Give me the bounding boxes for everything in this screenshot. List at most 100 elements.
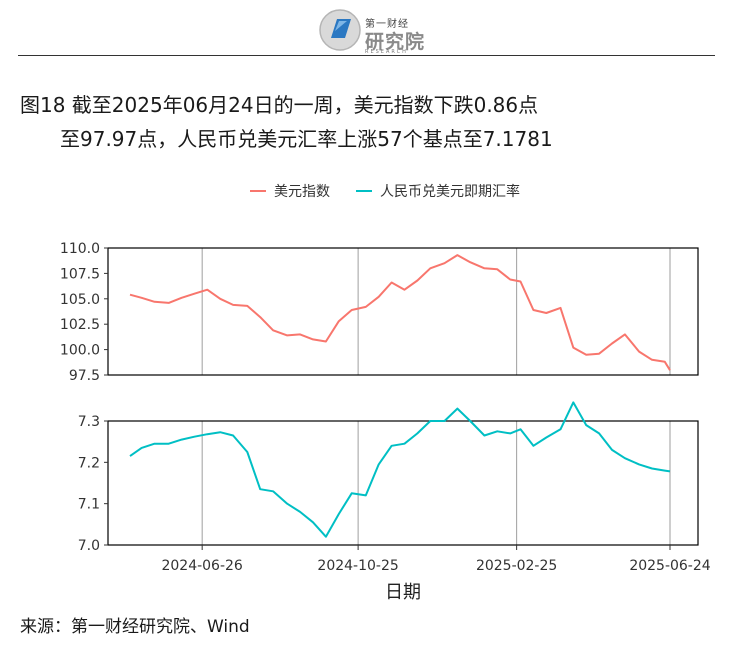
panel1-ytick-label-5: 107.5: [60, 266, 100, 282]
panel1-point-5: [181, 297, 183, 299]
panel1-point-27: [469, 261, 471, 263]
panel1-point-13: [286, 334, 288, 336]
panel2-point-1: [129, 455, 131, 457]
panel1-ytick-label-6: 110.0: [60, 241, 100, 257]
panel1-point-1: [129, 294, 131, 296]
panel1-point-35: [572, 347, 574, 349]
panel2-point-22: [404, 443, 406, 445]
panel1-point-42: [664, 361, 666, 363]
panel1-point-43: [669, 369, 671, 371]
panel2-point-15: [312, 521, 314, 523]
panel1-point-19: [365, 306, 367, 308]
panel2-point-16: [325, 536, 327, 538]
panel1-ytick-label-3: 102.5: [60, 317, 100, 333]
panel2-point-7: [206, 433, 208, 435]
panel1-ytick-label-2: 100.0: [60, 343, 100, 359]
panel2-point-29: [496, 430, 498, 432]
chart-legend: 美元指数 人民币兑美元即期汇率: [250, 183, 520, 200]
panel1-point-22: [404, 289, 406, 291]
panel2-point-13: [286, 503, 288, 505]
panel1-point-30: [509, 278, 511, 280]
panel1-point-34: [559, 307, 561, 309]
panel1-point-24: [429, 267, 431, 269]
panel2-point-3: [153, 443, 155, 445]
panel2-point-20: [378, 463, 380, 465]
panel2-point-39: [624, 457, 626, 459]
panel1-point-9: [232, 304, 234, 306]
panel1-point-39: [624, 333, 626, 335]
chart-panels: 97.5 100.0 102.5 105.0 107.5 110.0 7.0 7.1 7.2 7.…: [60, 241, 699, 554]
panel1-point-32: [532, 309, 534, 311]
logo-mark-icon: [319, 9, 361, 51]
x-tick-label-3: 2025-02-25: [476, 558, 557, 574]
panel2-point-25: [443, 420, 445, 422]
panel2-point-38: [611, 449, 613, 451]
panel2-ytick-label-3: 7.2: [78, 455, 100, 471]
panel2-point-10: [246, 451, 248, 453]
panel1-point-36: [585, 354, 587, 356]
panel2-ytick-label-4: 7.3: [78, 414, 100, 430]
panel1-point-31: [520, 281, 522, 283]
x-tick-label-2: 2024-10-25: [317, 558, 398, 574]
panel2-frame: [107, 420, 699, 546]
panel2-point-30: [509, 432, 511, 434]
panel2-point-2: [141, 447, 143, 449]
panel2-point-40: [638, 463, 640, 465]
panel2-ytick-label-2: 7.1: [78, 497, 100, 513]
panel1-point-33: [545, 312, 547, 314]
panel1-ytick-label-1: 97.5: [69, 368, 100, 384]
panel2-point-28: [483, 434, 485, 436]
x-axis-title: 日期: [385, 582, 421, 603]
panel2-point-11: [259, 488, 261, 490]
panel1-point-37: [598, 353, 600, 355]
header-divider: [18, 55, 715, 56]
panel1-frame: [107, 247, 699, 376]
panel1-series-line: [129, 254, 671, 371]
figure-title-line1: 图18 截至2025年06月24日的一周，美元指数下跌0.86点: [20, 93, 539, 117]
panel1-point-18: [351, 309, 353, 311]
panel2-point-35: [572, 401, 574, 403]
panel1-point-14: [299, 333, 301, 335]
panel2-point-43: [669, 470, 671, 472]
panel2-point-4: [168, 443, 170, 445]
panel1-point-25: [443, 262, 445, 264]
panel1-point-38: [611, 343, 613, 345]
panel1-point-6: [193, 293, 195, 295]
panel1-point-16: [325, 340, 327, 342]
panel2-point-42: [664, 470, 666, 472]
panel1-point-12: [272, 329, 274, 331]
panel2-point-32: [532, 445, 534, 447]
panel1-point-28: [483, 267, 485, 269]
panel2-point-31: [520, 428, 522, 430]
panel2-point-14: [299, 511, 301, 513]
source-note: 来源：第一财经研究院、Wind: [20, 617, 250, 637]
panel2-point-41: [651, 468, 653, 470]
panel2-point-26: [456, 408, 458, 410]
panel1-ytick-label-4: 105.0: [60, 292, 100, 308]
panel1-point-23: [416, 280, 418, 282]
panel2-point-24: [429, 420, 431, 422]
panel2-point-34: [559, 428, 561, 430]
panel2-ytick-label-1: 7.0: [78, 538, 100, 554]
panel2-series-line: [129, 401, 671, 538]
panel1-point-17: [338, 320, 340, 322]
panel2-point-12: [272, 490, 274, 492]
panel2-point-17: [338, 513, 340, 515]
panel2-point-5: [181, 439, 183, 441]
panel2-point-37: [598, 432, 600, 434]
x-tick-label-1: 2024-06-26: [161, 558, 242, 574]
x-tick-label-4: 2025-06-24: [629, 558, 710, 574]
panel1-point-4: [168, 302, 170, 304]
logo-main-text: 研究院: [365, 31, 426, 53]
panel1-point-2: [141, 297, 143, 299]
panel1-point-26: [456, 254, 458, 256]
legend-label-2: 人民币兑美元即期汇率: [380, 183, 520, 200]
panel2-point-21: [391, 445, 393, 447]
legend-label-1: 美元指数: [274, 184, 330, 200]
panel2-point-8: [219, 431, 221, 433]
x-axis: 2024-06-26 2024-10-25 2025-02-25 2025-06-24…: [161, 545, 711, 603]
panel1-point-29: [496, 268, 498, 270]
panel2-point-36: [585, 424, 587, 426]
panel2-point-18: [351, 492, 353, 494]
